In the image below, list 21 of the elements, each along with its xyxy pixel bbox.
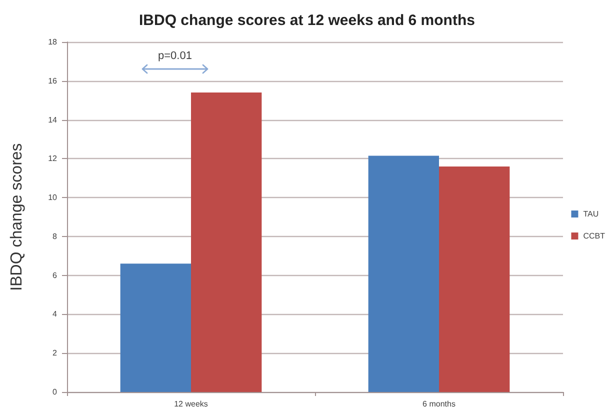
x-tick-label: 12 weeks [174, 400, 208, 408]
y-tick-label: 0 [52, 388, 58, 396]
y-tick-label: 18 [48, 38, 58, 46]
y-tick-label: 10 [48, 193, 58, 202]
annotation: p=0.01 [158, 50, 192, 63]
chart-title: IBDQ change scores at 12 weeks and 6 months [139, 12, 475, 29]
bar [439, 166, 510, 392]
bar [191, 92, 262, 392]
y-tick-label: 2 [52, 348, 58, 358]
y-tick-label: 14 [48, 115, 58, 124]
y-tick-label: 12 [48, 154, 58, 164]
y-tick-label: 4 [52, 310, 58, 319]
y-tick-label: 8 [52, 232, 58, 241]
bar [368, 156, 439, 392]
y-axis-title: IBDQ change scores [8, 143, 26, 291]
y-tick-label: 6 [52, 270, 58, 280]
y-tick-label: 16 [48, 76, 58, 86]
x-tick-label: 6 months [422, 400, 456, 408]
bar [120, 264, 191, 392]
legend-label: TAU [583, 210, 599, 218]
legend-label: CCBT [583, 232, 606, 240]
